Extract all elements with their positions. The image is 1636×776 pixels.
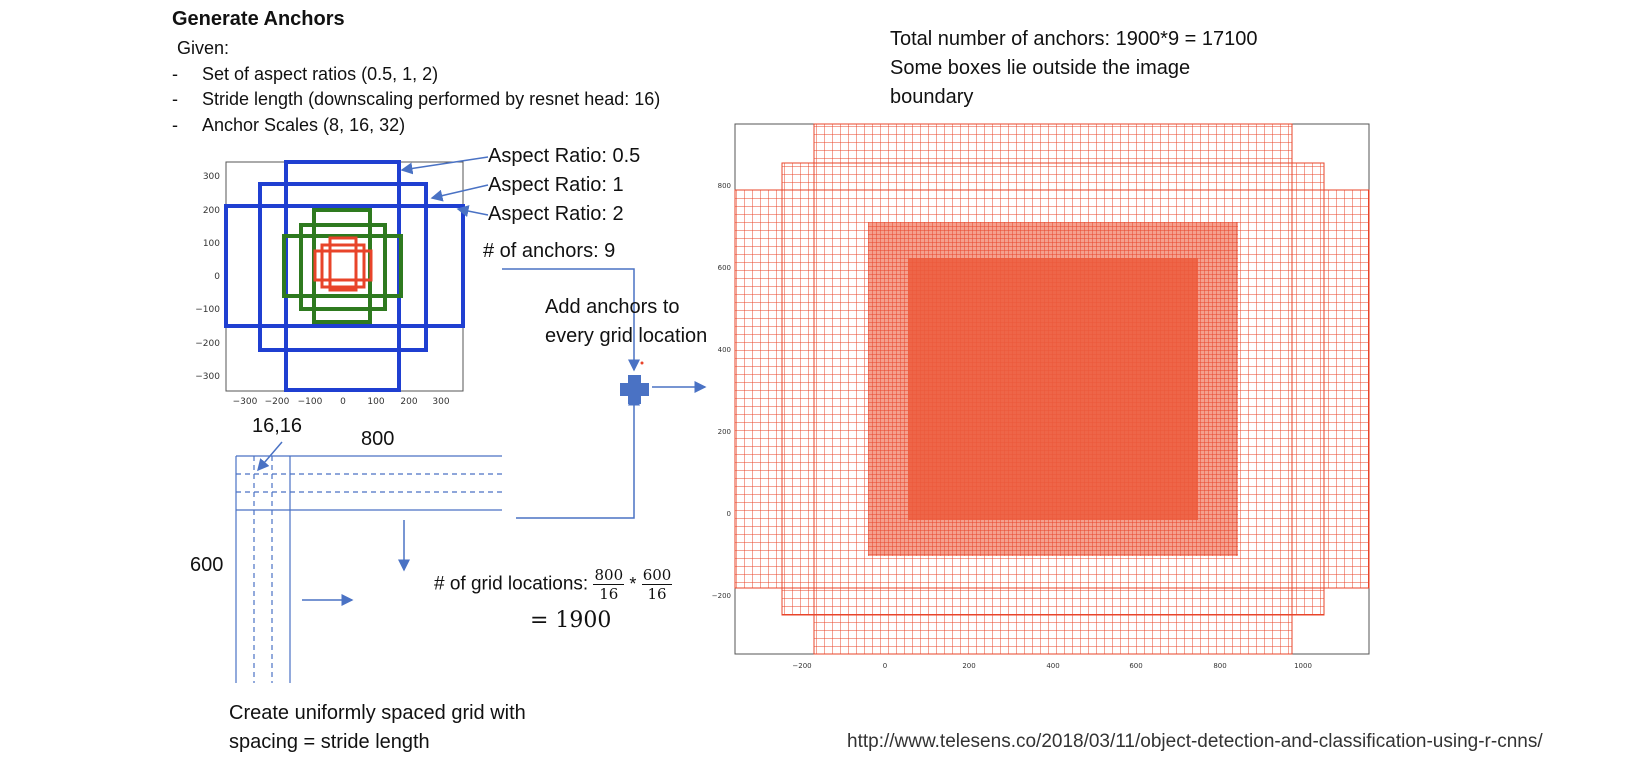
- all-anchors-plot: 800 600 400 200 0 −200 −200 0 200 400 60…: [712, 123, 1370, 670]
- svg-text:600: 600: [718, 264, 731, 272]
- y-ticks: 300 200 100 0 −100 −200 −300: [195, 172, 220, 382]
- fraction: 600 16: [641, 566, 673, 603]
- given-label: Given:: [177, 38, 230, 58]
- svg-text:800: 800: [718, 182, 731, 190]
- width-label: 800: [361, 428, 395, 450]
- svg-text:200: 200: [962, 662, 975, 670]
- svg-text:0: 0: [883, 662, 887, 670]
- svg-text:200: 200: [203, 206, 220, 216]
- aspect-ratio-2-label: Aspect Ratio: 2: [488, 203, 624, 225]
- grid-caption-line2: spacing = stride length: [229, 731, 430, 753]
- svg-text:0: 0: [340, 397, 346, 407]
- svg-text:200: 200: [400, 397, 417, 407]
- total-anchors-text: Total number of anchors: 1900*9 = 17100 …: [890, 28, 1258, 108]
- aspect-ratio-05-label: Aspect Ratio: 0.5: [488, 145, 641, 167]
- add-anchors-line2: every grid location: [545, 325, 708, 347]
- svg-text:−200: −200: [195, 339, 220, 349]
- svg-text:−100: −100: [195, 305, 220, 315]
- add-anchors-line1: Add anchors to: [545, 296, 680, 318]
- given-item: - Set of aspect ratios (0.5, 1, 2): [172, 64, 439, 84]
- given-item: - Stride length (downscaling performed by…: [172, 89, 661, 109]
- aspect-ratio-1-label: Aspect Ratio: 1: [488, 174, 624, 196]
- svg-text:100: 100: [367, 397, 384, 407]
- svg-text:800: 800: [1213, 662, 1226, 670]
- heading: Generate Anchors: [172, 8, 345, 30]
- small-anchor-boxes: [313, 236, 373, 292]
- given-item: - Anchor Scales (8, 16, 32): [172, 115, 406, 135]
- svg-text:400: 400: [718, 346, 731, 354]
- grid-locations-result: = 1900: [530, 608, 612, 633]
- num-anchors-label: # of anchors: 9: [483, 240, 616, 262]
- svg-text:600: 600: [1129, 662, 1142, 670]
- x-ticks: −300 −200 −100 0 100 200 300: [233, 397, 450, 407]
- corner-label: 16,16: [252, 415, 303, 437]
- svg-text:−200: −200: [265, 397, 290, 407]
- height-label: 600: [190, 554, 224, 576]
- svg-text:200: 200: [718, 428, 731, 436]
- grid-locations-formula: # of grid locations: 800 16 * 600 16: [434, 566, 673, 603]
- svg-text:−100: −100: [298, 397, 323, 407]
- svg-text:1000: 1000: [1294, 662, 1312, 670]
- svg-text:−200: −200: [792, 662, 811, 670]
- svg-text:0: 0: [214, 272, 220, 282]
- svg-text:300: 300: [432, 397, 449, 407]
- svg-text:0: 0: [727, 510, 731, 518]
- svg-text:−300: −300: [195, 372, 220, 382]
- svg-text:100: 100: [203, 239, 220, 249]
- stride-grid: [235, 455, 502, 683]
- grid-caption-line1: Create uniformly spaced grid with: [229, 702, 526, 724]
- anchor-boxes-plot: 300 200 100 0 −100 −200 −300 −300 −200 −…: [195, 160, 465, 407]
- x-ticks: −200 0 200 400 600 800 1000: [792, 662, 1312, 670]
- svg-text:400: 400: [1046, 662, 1059, 670]
- fraction: 800 16: [593, 566, 625, 603]
- source-url[interactable]: http://www.telesens.co/2018/03/11/object…: [847, 731, 1543, 752]
- y-ticks: 800 600 400 200 0 −200: [712, 182, 731, 600]
- svg-text:300: 300: [203, 172, 220, 182]
- svg-text:−300: −300: [233, 397, 258, 407]
- svg-text:−200: −200: [712, 592, 731, 600]
